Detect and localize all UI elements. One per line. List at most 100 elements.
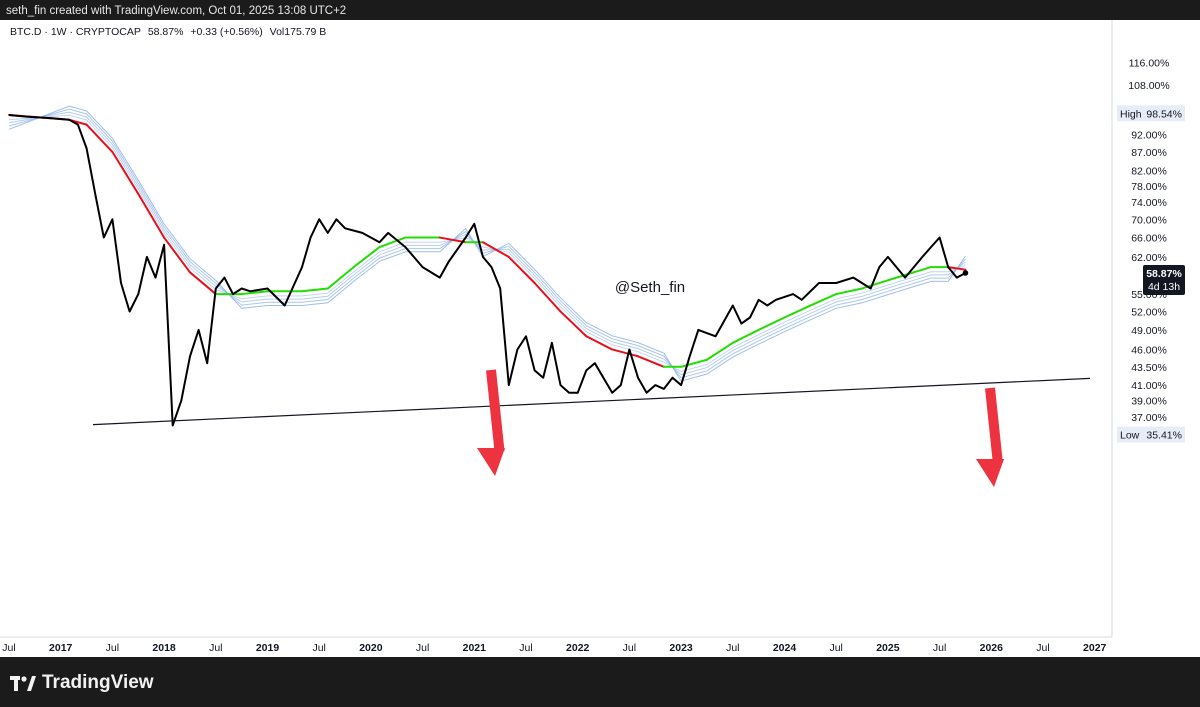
header-title: seth_fin created with TradingView.com, O… <box>6 5 347 17</box>
x-tick-label: 2020 <box>359 642 383 654</box>
x-tick-label: Jul <box>829 642 842 654</box>
ema-segment <box>378 236 407 249</box>
ema-segment <box>533 281 562 313</box>
footer: TradingView <box>0 657 1200 707</box>
x-tick-label: 2022 <box>566 642 590 654</box>
price-line <box>8 114 966 427</box>
x-tick-label: 2018 <box>152 642 176 654</box>
current-price-badge-bg <box>1143 264 1185 295</box>
high-badge-label: High <box>1120 108 1142 120</box>
ema-segment <box>783 304 812 319</box>
y-tick-label: 66.00% <box>1131 233 1167 245</box>
x-tick-label: 2027 <box>1083 642 1107 654</box>
y-tick-label: 116.00% <box>1129 58 1170 70</box>
y-tick-label: 39.00% <box>1131 396 1167 408</box>
x-tick-label: Jul <box>519 642 532 654</box>
support-trendline <box>92 377 1091 426</box>
ema-ribbon-line <box>8 111 966 376</box>
x-tick-label: Jul <box>312 642 325 654</box>
x-tick-label: Jul <box>209 642 222 654</box>
y-tick-label: 87.00% <box>1131 147 1167 159</box>
symbol-legend: BTC.D · 1W · CRYPTOCAP 58.87% +0.33 (+0.… <box>10 26 330 38</box>
ema-segment <box>240 290 269 296</box>
ema-ribbon-line <box>8 114 966 373</box>
ema-segment <box>731 328 760 344</box>
ema-segment <box>559 310 588 338</box>
high-badge-value: 98.54% <box>1146 108 1182 120</box>
ema-segment <box>188 271 217 296</box>
ema-segment <box>809 293 838 307</box>
y-tick-label: 70.00% <box>1131 214 1167 226</box>
y-tick-label: 52.00% <box>1131 306 1167 318</box>
ema-segment <box>585 335 614 351</box>
legend-symbol: BTC.D · 1W · CRYPTOCAP <box>10 26 141 38</box>
ema-segment <box>438 236 467 244</box>
tradingview-brand[interactable]: TradingView <box>10 672 154 694</box>
y-tick-label: 41.00% <box>1131 380 1167 392</box>
ema-segment <box>85 123 114 153</box>
x-tick-label: 2023 <box>669 642 693 654</box>
down-arrow-head <box>976 459 1004 487</box>
y-tick-label: 74.00% <box>1131 197 1167 209</box>
legend-last: 58.87% <box>147 26 184 38</box>
x-tick-label: 2024 <box>773 642 797 654</box>
footer-brand-text: TradingView <box>42 672 154 693</box>
y-tick-label: 46.00% <box>1131 344 1167 356</box>
y-tick-label: 37.00% <box>1131 412 1167 424</box>
chart-svg[interactable]: 116.00%108.00%100.00%92.00%87.00%82.00%7… <box>0 20 1200 657</box>
down-arrow-shaft <box>486 369 505 453</box>
x-tick-label: 2021 <box>463 642 487 654</box>
y-tick-label: 43.50% <box>1131 362 1167 374</box>
x-tick-label: 2026 <box>980 642 1004 654</box>
ema-segment <box>300 287 329 293</box>
low-badge: Low 35.41% <box>1117 426 1185 443</box>
x-tick-label: Jul <box>106 642 119 654</box>
ema-segment <box>637 355 665 368</box>
ema-segment <box>137 192 166 239</box>
x-tick-label: 2017 <box>49 642 73 654</box>
x-tick-label: Jul <box>416 642 429 654</box>
bar-countdown: 4d 13h <box>1148 281 1180 293</box>
y-tick-label: 78.00% <box>1131 181 1167 193</box>
down-arrow-head <box>477 448 505 476</box>
x-tick-label: Jul <box>1036 642 1049 654</box>
ema-segment <box>861 279 889 290</box>
ema-segment <box>947 266 967 271</box>
watermark-text: @Seth_fin <box>615 279 685 296</box>
ema-ribbon-line <box>8 108 966 379</box>
ema-segment <box>680 358 708 368</box>
high-badge: High 98.54% <box>1117 105 1185 122</box>
y-tick-label: 92.00% <box>1131 130 1167 142</box>
ema-segment <box>611 348 640 358</box>
y-tick-label: 49.00% <box>1131 325 1167 337</box>
y-tick-label: 82.00% <box>1131 165 1167 177</box>
ema-segment <box>705 341 734 361</box>
chart-panel[interactable]: 116.00%108.00%100.00%92.00%87.00%82.00%7… <box>0 20 1200 657</box>
x-tick-label: 2025 <box>876 642 900 654</box>
last-price-dot <box>962 270 969 276</box>
ema-ribbon-line <box>8 105 966 382</box>
tradingview-logo-icon <box>10 675 36 691</box>
low-badge-bg <box>1117 426 1185 443</box>
x-tick-label: 2019 <box>256 642 280 654</box>
ema-segment <box>326 266 355 290</box>
ema-segment <box>352 246 381 269</box>
ema-segment <box>507 255 536 284</box>
y-tick-label: 108.00% <box>1128 80 1169 92</box>
x-tick-label: Jul <box>933 642 946 654</box>
ema-segment <box>757 316 786 331</box>
current-price-value: 58.87% <box>1146 268 1182 280</box>
down-arrow-shaft <box>985 387 1003 464</box>
x-tick-label: Jul <box>726 642 739 654</box>
low-badge-value: 35.41% <box>1146 430 1182 442</box>
ema-segment <box>912 266 932 274</box>
high-badge-bg <box>1117 105 1185 122</box>
ema-segment <box>835 287 864 296</box>
low-badge-label: Low <box>1120 430 1140 442</box>
x-tick-label: Jul <box>2 642 15 654</box>
ema-segment <box>481 241 510 258</box>
legend-volume: Vol175.79 B <box>269 26 327 38</box>
y-tick-label: 62.00% <box>1131 252 1167 264</box>
ema-segment <box>163 236 191 274</box>
legend-change: +0.33 (+0.56%) <box>190 26 263 38</box>
